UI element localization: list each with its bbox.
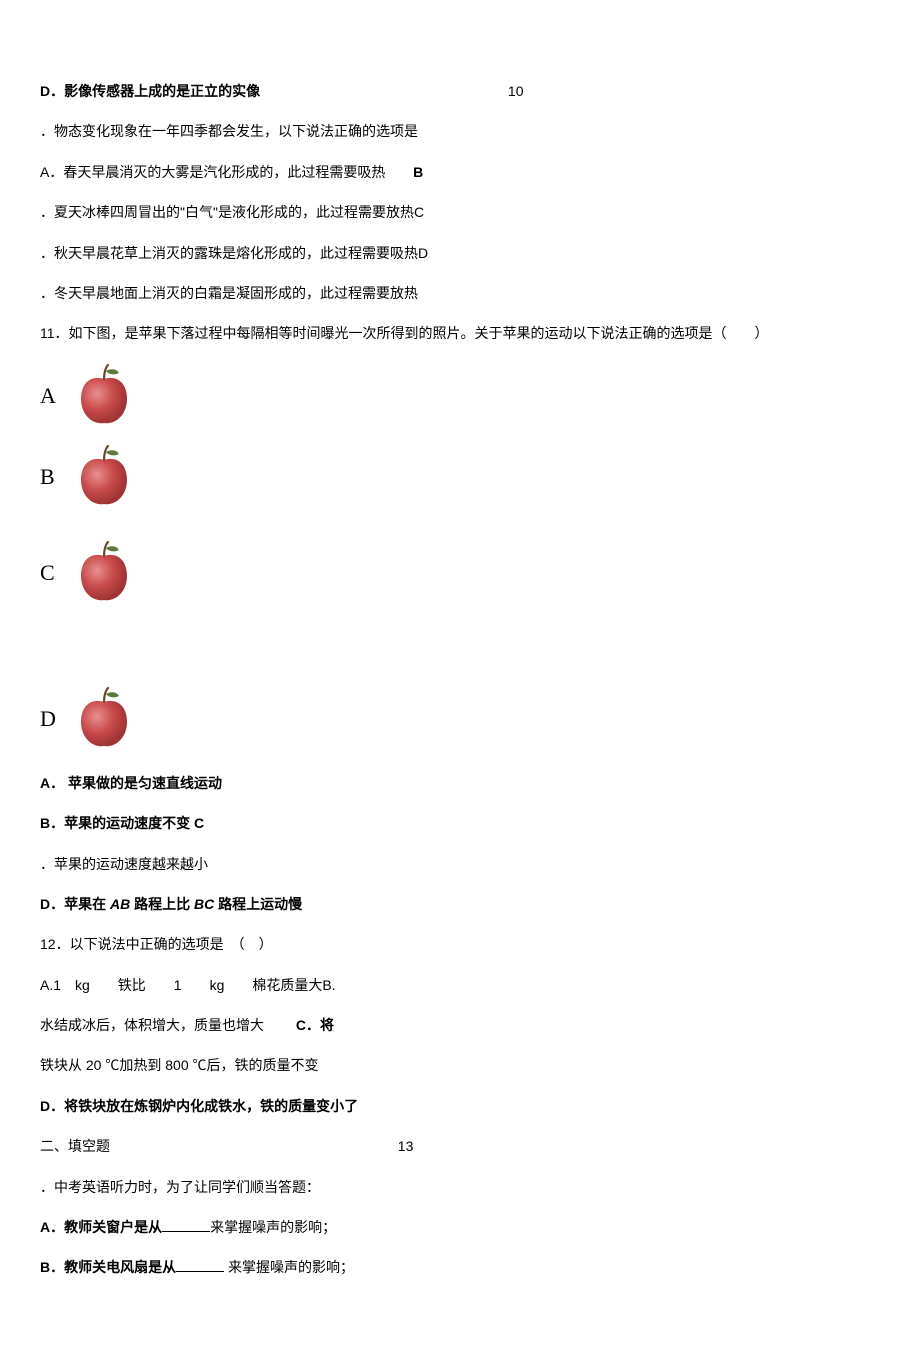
apple-icon [75, 363, 133, 429]
q13-b-post: 来掌握噪声的影响； [224, 1259, 354, 1275]
q11-d-pre: D．苹果在 [40, 896, 110, 912]
q10-option-c: ．秋天早晨花草上消灭的露珠是熔化形成的，此过程需要吸热D [40, 242, 880, 264]
apple-row-d: D [40, 686, 880, 752]
q10-a-tail: B [413, 164, 423, 180]
apple-label-d: D [40, 701, 60, 736]
apple-label-c: C [40, 555, 60, 590]
apple-figure: A B C D [40, 363, 880, 752]
q9-d-num: 10 [508, 83, 524, 99]
q12-option-c: 铁块从 20 ℃加热到 800 ℃后，铁的质量不变 [40, 1054, 880, 1076]
q11-d-post: 路程上运动慢 [214, 896, 302, 912]
section-2-num: 13 [398, 1138, 414, 1154]
q11-option-c: ．苹果的运动速度越来越小 [40, 853, 880, 875]
q11-option-b: B．苹果的运动速度不变 C [40, 812, 880, 834]
q11-option-d: D．苹果在 AB 路程上比 BC 路程上运动慢 [40, 893, 880, 915]
q11-b-text: B．苹果的运动速度不变 [40, 815, 194, 831]
q13-stem: ．中考英语听力时，为了让同学们顺当答题： [40, 1176, 880, 1198]
q10-a-text: A．春天早晨消灭的大雾是汽化形成的，此过程需要吸热 [40, 164, 385, 180]
apple-icon [75, 444, 133, 510]
q12-stem: 12．以下说法中正确的选项是 （ ） [40, 933, 880, 955]
q10-option-a: A．春天早晨消灭的大雾是汽化形成的，此过程需要吸热 B [40, 161, 880, 183]
q9-option-d: D．影像传感器上成的是正立的实像 10 [40, 80, 880, 102]
q13-a-pre: A．教师关窗户是从 [40, 1219, 162, 1235]
apple-label-b: B [40, 459, 60, 494]
q11-d-ab: AB [110, 896, 130, 912]
q11-option-a: A． 苹果做的是匀速直线运动 [40, 772, 880, 794]
q10-stem: ．物态变化现象在一年四季都会发生，以下说法正确的选项是 [40, 120, 880, 142]
q13-b-pre: B．教师关电风扇是从 [40, 1259, 176, 1275]
q12-b-tail: C．将 [296, 1017, 334, 1033]
blank-input [176, 1258, 224, 1272]
apple-label-a: A [40, 378, 60, 413]
q13-a-post: 来掌握噪声的影响； [210, 1219, 336, 1235]
q11-stem: 11．如下图，是苹果下落过程中每隔相等时间曝光一次所得到的照片。关于苹果的运动以… [40, 322, 880, 344]
section-2-header: 二、填空题 13 [40, 1135, 880, 1157]
apple-row-b: B [40, 444, 880, 510]
apple-row-a: A [40, 363, 880, 429]
q10-option-b: ．夏天冰棒四周冒出的"白气"是液化形成的，此过程需要放热C [40, 201, 880, 223]
q10-option-d: ．冬天早晨地面上消灭的白霜是凝固形成的，此过程需要放热 [40, 282, 880, 304]
q12-option-d: D．将铁块放在炼钢炉内化成铁水，铁的质量变小了 [40, 1095, 880, 1117]
section-2-title: 二、填空题 [40, 1138, 110, 1154]
q11-d-mid: 路程上比 [130, 896, 194, 912]
q11-d-bc: BC [194, 896, 214, 912]
q13-option-b: B．教师关电风扇是从 来掌握噪声的影响； [40, 1256, 880, 1278]
apple-icon [75, 686, 133, 752]
blank-input [162, 1218, 210, 1232]
q13-option-a: A．教师关窗户是从 来掌握噪声的影响； [40, 1216, 880, 1238]
q11-b-tail: C [194, 815, 204, 831]
q12-option-a: A.1 kg 铁比 1 kg 棉花质量大B. [40, 974, 880, 996]
apple-icon [75, 540, 133, 606]
q9-d-text: D．影像传感器上成的是正立的实像 [40, 83, 260, 99]
apple-row-c: C [40, 540, 880, 606]
q12-b-pre: 水结成冰后，体积增大，质量也增大 [40, 1017, 296, 1033]
q12-option-b: 水结成冰后，体积增大，质量也增大 C．将 [40, 1014, 880, 1036]
